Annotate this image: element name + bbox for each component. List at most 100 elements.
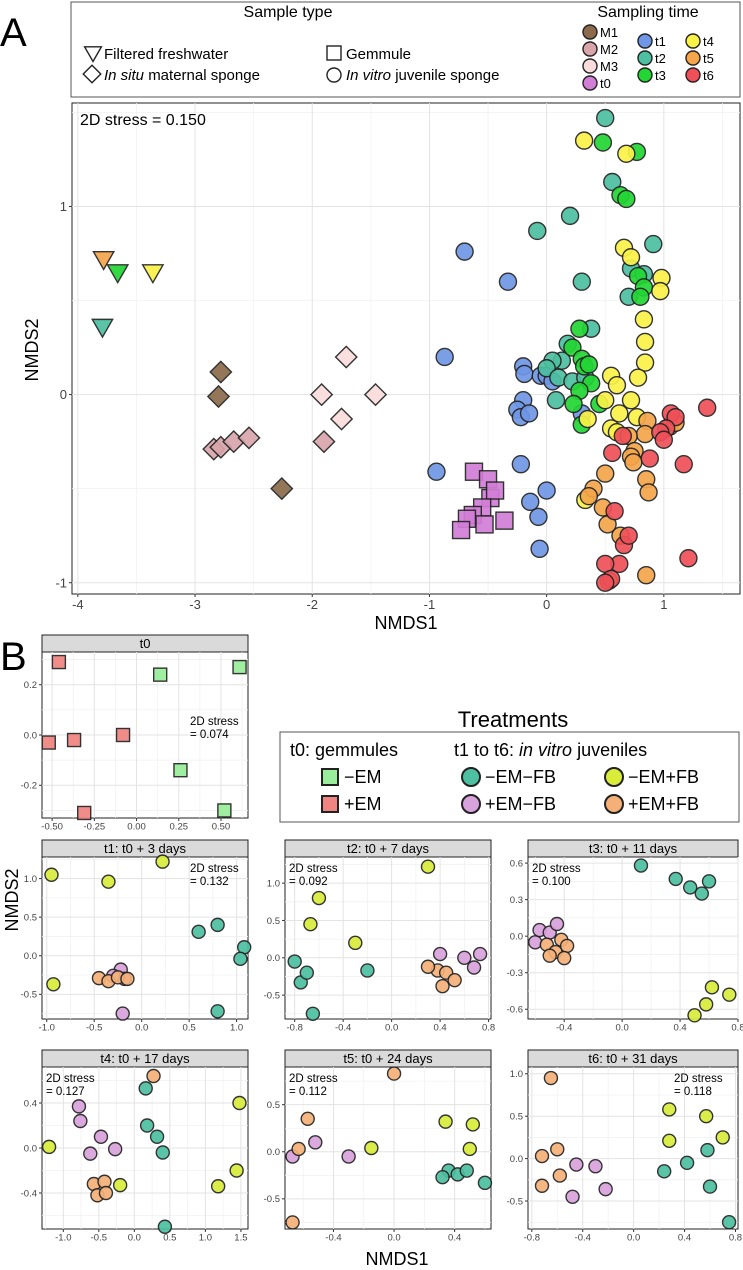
legend-time-M2-swatch <box>582 41 598 57</box>
data-point <box>543 1070 559 1086</box>
data-point <box>528 221 547 241</box>
y-tick-label: -0.3 <box>507 968 523 979</box>
y-tick-label: 0.5 <box>267 1100 280 1111</box>
legend-time-t5-swatch <box>685 50 701 66</box>
data-point <box>534 1178 550 1193</box>
data-point <box>457 950 472 965</box>
y-tick-label: 0.3 <box>510 895 523 906</box>
data-point <box>621 248 641 267</box>
data-point <box>299 965 315 980</box>
plot-area <box>284 856 492 1020</box>
data-point <box>715 1130 730 1145</box>
data-point <box>621 391 641 410</box>
data-point <box>557 950 572 966</box>
data-point <box>633 858 649 873</box>
panel-letter-a: A <box>0 11 27 55</box>
x-tick-label: 0.0 <box>387 1233 400 1244</box>
data-point <box>285 1215 300 1230</box>
data-point <box>115 727 131 743</box>
plot-area <box>71 102 741 595</box>
data-point <box>465 1117 481 1132</box>
facet-stress: 2D stress = 0.127 <box>46 1073 95 1098</box>
data-point <box>579 486 599 506</box>
data-point <box>451 520 471 540</box>
y-tick-label: 1.0 <box>510 1069 523 1080</box>
facet-title: t3: t0 + 11 days <box>589 841 678 856</box>
panel-letter-b: B <box>0 635 27 679</box>
legend-time-M3-swatch <box>582 58 598 74</box>
x-tick-label: 0.4 <box>678 1233 691 1244</box>
data-point <box>662 1133 677 1148</box>
data-point <box>613 426 633 446</box>
data-point <box>687 1008 702 1023</box>
data-point <box>617 144 636 163</box>
y-tick-label: 1 <box>60 199 67 214</box>
x-tick-label: 0.0 <box>128 1233 141 1244</box>
data-point <box>106 264 130 285</box>
x-tick-label: 1 <box>660 597 667 612</box>
data-point <box>420 959 436 974</box>
data-point <box>233 951 248 967</box>
legend-time-label: t3 <box>655 68 666 83</box>
data-point <box>139 1118 155 1133</box>
data-point <box>607 375 627 395</box>
data-point <box>679 1155 695 1171</box>
data-point <box>588 1159 603 1174</box>
y-tick-label: 1.0 <box>267 878 280 889</box>
data-point <box>341 1149 356 1164</box>
data-point <box>552 1168 568 1183</box>
data-point <box>572 272 591 291</box>
data-point <box>511 454 531 474</box>
x-tick-label: 0.5 <box>163 1233 176 1244</box>
y-tick-label: 0.0 <box>510 1154 523 1165</box>
data-point <box>66 732 82 748</box>
data-point <box>722 987 737 1002</box>
data-point <box>530 539 549 559</box>
legend-sample-type-title: Sample type <box>244 4 333 21</box>
facet-title: t1: t0 + 3 days <box>104 841 187 856</box>
legend-time-label: t6 <box>703 68 714 83</box>
data-point <box>534 1148 550 1164</box>
data-point <box>662 1102 677 1117</box>
data-point <box>698 997 714 1012</box>
x-tick-label: -2 <box>306 597 318 612</box>
data-point <box>635 332 655 352</box>
data-point <box>603 172 622 192</box>
data-point <box>146 1068 161 1084</box>
x-tick-label: 0.25 <box>170 822 189 833</box>
facet-t1: t1: t0 + 3 days -1.0 -0.5 0.0 0.5 1.0 -0.5 0.0 0… <box>21 839 252 1034</box>
data-point <box>574 131 594 150</box>
legend-time-t6-swatch <box>685 67 701 83</box>
y-tick-label: 0.0 <box>24 1143 37 1154</box>
facet-title: t4: t0 + 17 days <box>100 1051 190 1066</box>
facet-t6: t6: t0 + 31 days -0.8 -0.4 0.0 0.4 0.8 -0.5 0.0… <box>507 1049 742 1244</box>
data-point <box>721 1215 737 1230</box>
y-tick-label: -0.5 <box>264 1194 280 1205</box>
facet-t2: t2: t0 + 7 days -0.8 -0.4 0.0 0.4 0.8 -0.5 0.0 0… <box>264 839 495 1034</box>
x-tick-label: 0 <box>543 597 550 612</box>
data-point <box>334 345 358 369</box>
data-point <box>635 424 655 444</box>
facet-title: t2: t0 + 7 days <box>347 841 430 856</box>
data-point <box>210 917 225 933</box>
x-tick-label: 0.4 <box>673 1023 686 1034</box>
x-tick-label: 0.8 <box>482 1023 495 1034</box>
legend-time-t4-swatch <box>685 33 701 49</box>
data-point <box>596 391 615 410</box>
y-tick-label: -0.5 <box>507 1196 523 1207</box>
data-point <box>697 398 717 417</box>
data-point <box>569 1157 584 1172</box>
x-tick-label: -0.25 <box>84 822 106 833</box>
y-tick-label: -0.5 <box>21 990 37 1001</box>
data-point <box>209 360 233 384</box>
y-tick-label: -1 <box>55 575 67 590</box>
legend-sampling-time-title: Sampling time <box>597 4 698 21</box>
data-point <box>427 462 446 481</box>
data-point <box>93 1129 109 1144</box>
data-point <box>308 1135 323 1150</box>
data-point <box>71 1099 87 1114</box>
data-point <box>596 464 615 483</box>
legend-time-label: t2 <box>655 51 666 66</box>
plot-area <box>41 856 249 1020</box>
legend-time-label: t4 <box>703 34 714 49</box>
